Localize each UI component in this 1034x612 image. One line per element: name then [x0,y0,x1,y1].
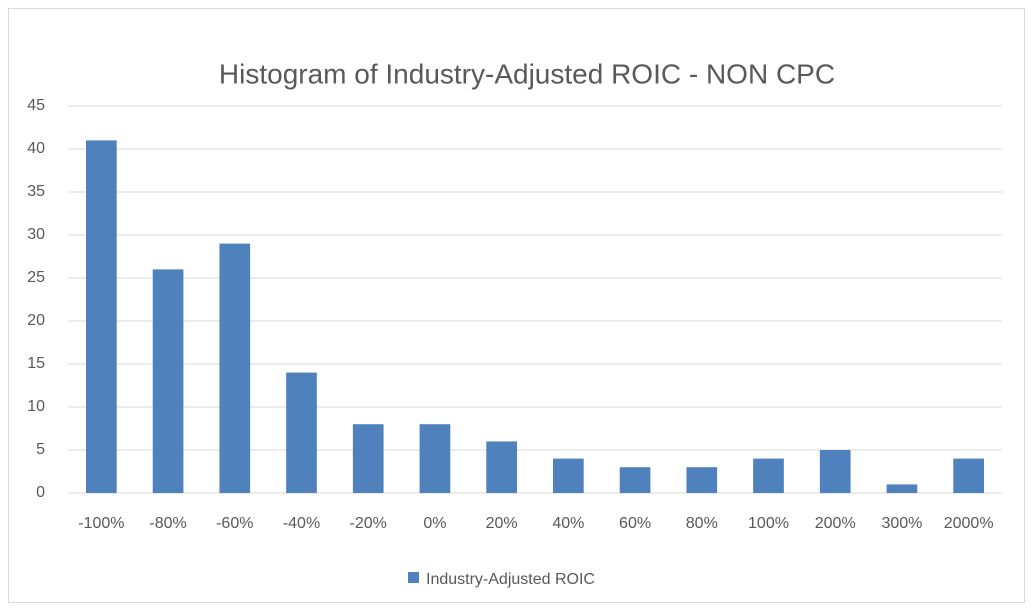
bar [219,243,251,493]
y-tick-label: 0 [36,484,45,501]
x-tick-label: 20% [486,515,518,532]
y-tick-label: 15 [27,355,45,372]
x-tick-label: -60% [216,515,253,532]
y-tick-label: 25 [27,269,45,286]
y-tick-label: 30 [27,226,45,243]
bar [819,450,851,493]
x-tick-label: 40% [552,515,584,532]
bar [686,467,718,493]
x-tick-label: 0% [423,515,446,532]
bar [619,467,651,493]
x-tick-label: 80% [686,515,718,532]
x-tick-label: 200% [815,515,856,532]
y-tick-label: 20 [27,312,45,329]
bar [486,441,517,493]
y-tick-label: 35 [27,183,45,200]
x-tick-label: 60% [619,515,651,532]
y-tick-label: 45 [27,97,45,114]
bar [419,424,451,493]
bar [86,140,117,493]
x-tick-label: 2000% [944,515,994,532]
bar [953,458,984,493]
chart-title: Histogram of Industry-Adjusted ROIC - NO… [219,58,835,89]
x-tick-label: -80% [149,515,186,532]
bar [753,458,784,493]
legend-label: Industry-Adjusted ROIC [426,571,595,588]
x-tick-label: 300% [881,515,922,532]
x-tick-label: -40% [283,515,320,532]
x-tick-label: -100% [78,515,124,532]
legend-swatch [408,572,419,583]
bar [886,484,918,493]
bar [286,372,317,493]
bar [553,458,584,493]
bar [352,424,384,493]
y-tick-label: 40 [27,140,45,157]
x-tick-label: -20% [350,515,387,532]
y-tick-label: 5 [36,441,45,458]
x-tick-label: 100% [748,515,789,532]
y-tick-label: 10 [27,398,45,415]
bar [152,269,184,493]
